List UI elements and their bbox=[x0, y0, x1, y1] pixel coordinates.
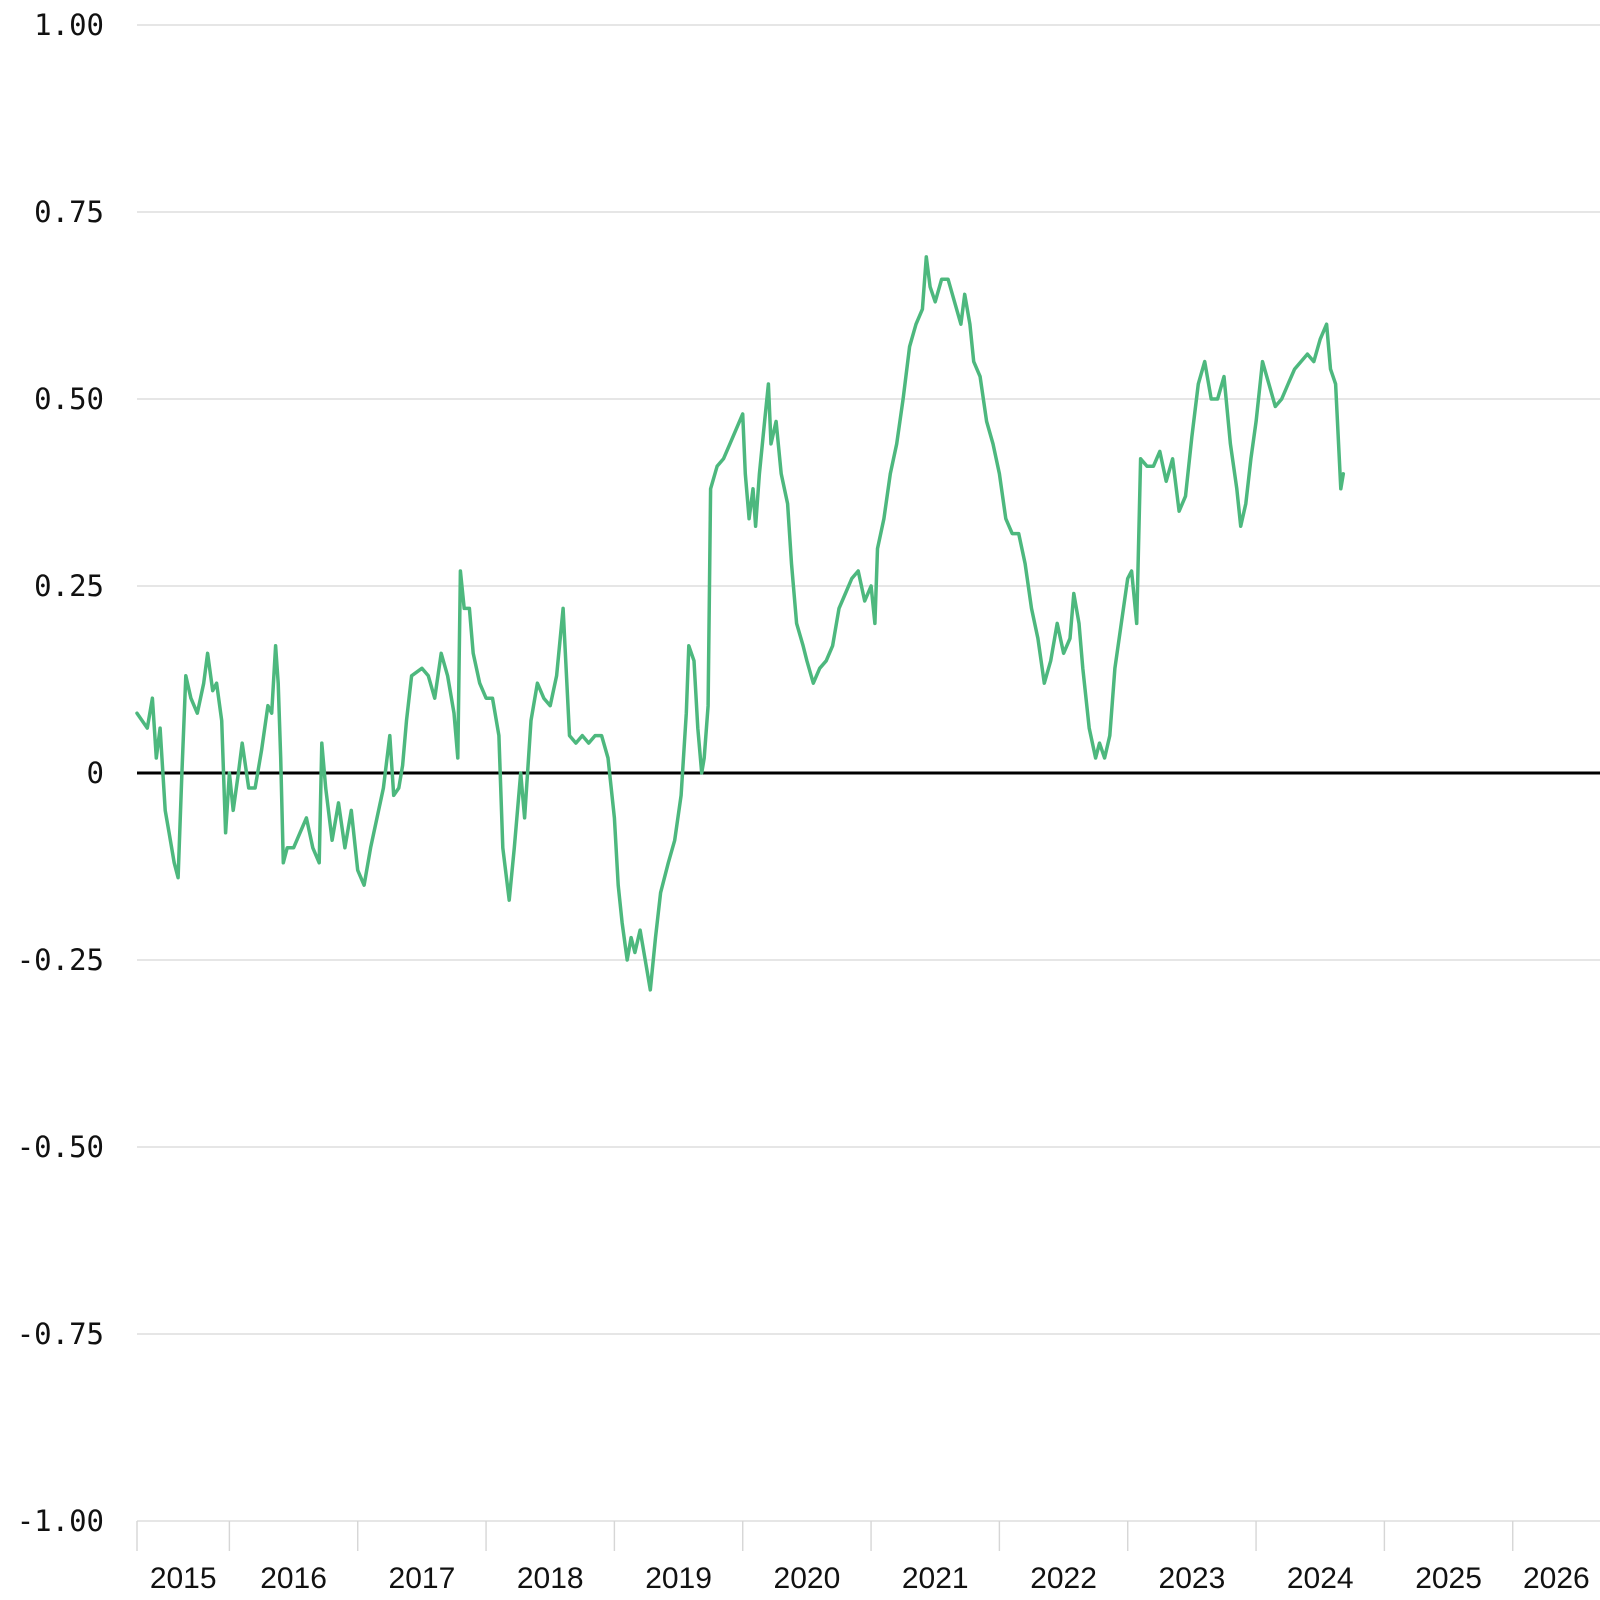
y-tick-label: -0.50 bbox=[17, 1130, 104, 1164]
x-tick-label: 2019 bbox=[645, 1562, 712, 1595]
y-tick-label: 0 bbox=[87, 756, 104, 790]
y-tick-label: 0.50 bbox=[34, 382, 104, 416]
x-tick-label: 2015 bbox=[150, 1562, 217, 1595]
series-line bbox=[135, 255, 1346, 992]
x-tick-label: 2023 bbox=[1159, 1562, 1226, 1595]
y-tick-label: 0.25 bbox=[34, 569, 104, 603]
x-tick-label: 2022 bbox=[1030, 1562, 1097, 1595]
x-tick-label: 2026 bbox=[1523, 1562, 1590, 1595]
x-tick-label: 2018 bbox=[517, 1562, 584, 1595]
x-tick-label: 2016 bbox=[260, 1562, 327, 1595]
gridlines bbox=[137, 24, 1600, 1522]
x-tick-label: 2024 bbox=[1287, 1562, 1354, 1595]
x-axis: 2015 2016 2017 2018 2019 2020 2021 2022 2023 2024… bbox=[136, 1521, 1590, 1595]
x-tick-label: 2025 bbox=[1415, 1562, 1482, 1595]
y-tick-label: 0.75 bbox=[34, 195, 104, 229]
x-tick-label: 2021 bbox=[902, 1562, 969, 1595]
y-axis-tick-labels: 1.00 0.75 0.50 0.25 0 -0.25 -0.50 -0.75 -1.00 bbox=[17, 8, 104, 1538]
y-tick-label: -0.25 bbox=[17, 943, 104, 977]
y-tick-label: -0.75 bbox=[17, 1317, 104, 1351]
x-tick-label: 2020 bbox=[774, 1562, 841, 1595]
x-tick-label: 2017 bbox=[389, 1562, 456, 1595]
y-tick-label: -1.00 bbox=[17, 1504, 104, 1538]
y-tick-label: 1.00 bbox=[34, 8, 104, 42]
